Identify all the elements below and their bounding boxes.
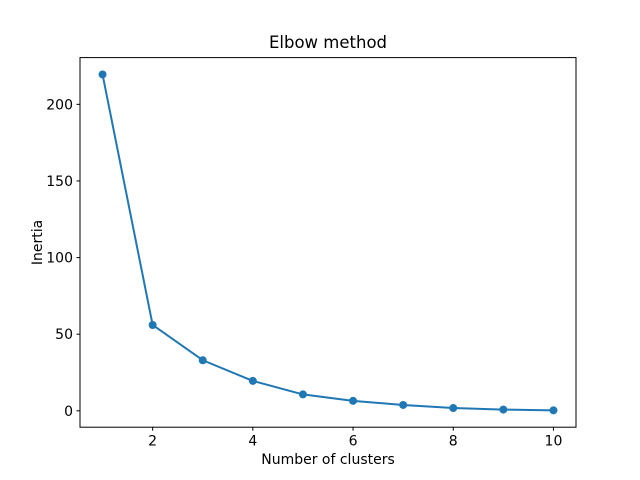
inertia-data-point bbox=[399, 400, 408, 409]
y-tick-label: 150 bbox=[46, 174, 73, 190]
x-axis-label: Number of clusters bbox=[261, 452, 395, 468]
y-axis-label: Inertia bbox=[30, 220, 46, 265]
inertia-data-point bbox=[248, 376, 257, 385]
axes-frame bbox=[79, 57, 577, 428]
inertia-data-point bbox=[148, 320, 157, 329]
inertia-data-point bbox=[499, 405, 508, 414]
y-tick-label: 50 bbox=[55, 327, 73, 343]
x-tick-label: 8 bbox=[449, 434, 458, 450]
inertia-data-point bbox=[549, 406, 558, 415]
inertia-line bbox=[101, 73, 555, 412]
y-tick-label: 0 bbox=[64, 404, 73, 420]
inertia-data-point bbox=[449, 404, 458, 413]
x-tick-label: 6 bbox=[349, 434, 358, 450]
x-tick-label: 2 bbox=[148, 434, 157, 450]
x-tick-label: 10 bbox=[545, 434, 563, 450]
inertia-data-point bbox=[198, 356, 207, 365]
chart-title: Elbow method bbox=[269, 33, 387, 52]
inertia-data-point bbox=[98, 70, 107, 79]
x-tick-label: 4 bbox=[248, 434, 257, 450]
y-tick-label: 200 bbox=[46, 97, 73, 113]
y-tick-label: 100 bbox=[46, 251, 73, 267]
inertia-data-point bbox=[349, 396, 358, 405]
inertia-data-point bbox=[298, 390, 307, 399]
